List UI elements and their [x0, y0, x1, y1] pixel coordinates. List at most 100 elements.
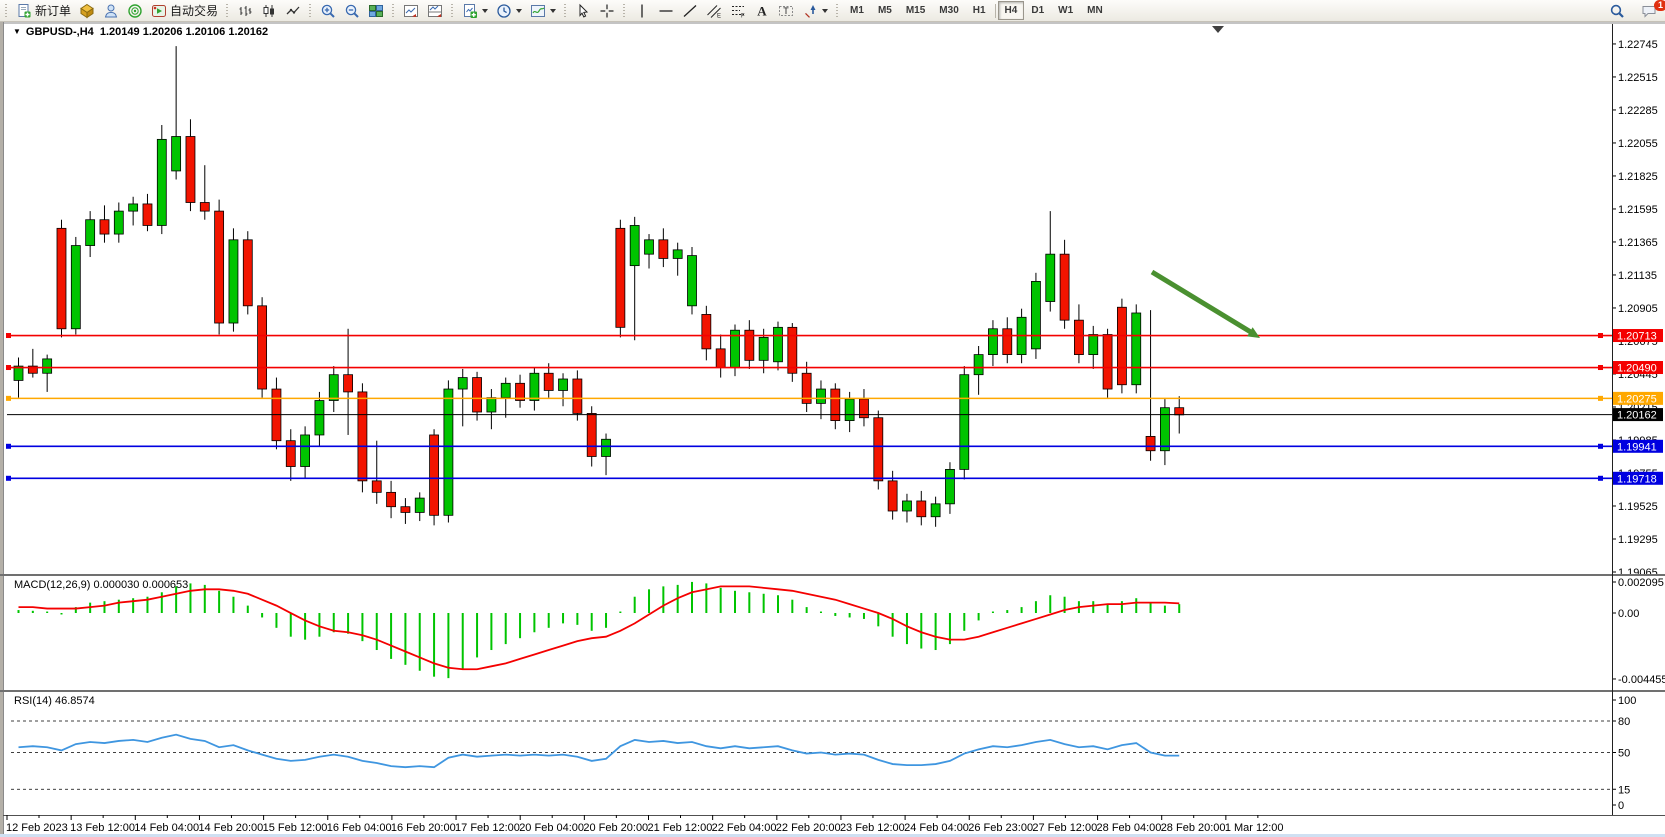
rsi-indicator-label: RSI(14) 46.8574 [14, 695, 95, 707]
chart-title: ▼ GBPUSD-,H4 1.20149 1.20206 1.20106 1.20… [13, 26, 268, 38]
text-button[interactable]: A [750, 0, 774, 22]
candle-chart-button[interactable] [257, 0, 281, 22]
down-candle [199, 202, 210, 212]
up-candle [414, 497, 425, 513]
toolbar-grip[interactable] [622, 3, 628, 18]
zoom-in-button[interactable] [316, 0, 340, 22]
timeframe-d1-button[interactable]: D1 [1031, 5, 1045, 16]
market-watch-button[interactable] [75, 0, 99, 22]
channel-button[interactable]: E [702, 0, 726, 22]
toolbar-grip[interactable] [225, 3, 231, 18]
indicator-window-button[interactable] [399, 0, 423, 22]
add-indicator-button[interactable] [458, 0, 492, 22]
dropdown-caret-icon[interactable] [482, 8, 489, 13]
toolbar-grip[interactable] [308, 3, 314, 18]
chart-shift-marker[interactable] [1212, 26, 1224, 33]
down-candle [887, 480, 898, 512]
zoom-out-icon [344, 3, 360, 19]
bars-icon [237, 3, 253, 19]
hline-left-handle[interactable] [6, 395, 11, 401]
toolbar-grip[interactable] [450, 3, 456, 18]
horizontal-line-button[interactable] [654, 0, 678, 22]
symbol-dropdown-icon[interactable]: ▼ [13, 27, 21, 36]
hline-1.19941[interactable] [6, 443, 1612, 449]
hline-left-handle[interactable] [6, 475, 11, 481]
toolbar-separator [994, 3, 996, 18]
toolbar-grip[interactable] [4, 3, 9, 18]
hline-1.20490[interactable] [6, 365, 1612, 371]
dropdown-caret-icon[interactable] [516, 8, 523, 13]
time-axis-label: 28 Feb 20:00 [1161, 822, 1226, 834]
hline-right-handle[interactable] [1598, 365, 1603, 371]
auto-trading-button[interactable]: 自动交易 [147, 0, 222, 22]
up-candle [758, 336, 769, 361]
svg-text:1.22515: 1.22515 [1618, 72, 1658, 84]
window-bottom-strip [0, 834, 1665, 837]
bar-chart-button[interactable] [233, 0, 257, 22]
hline-1.20713[interactable] [6, 333, 1612, 339]
svg-text:A: A [757, 3, 767, 18]
templates-button[interactable] [526, 0, 560, 22]
zoom-out-button[interactable] [340, 0, 364, 22]
up-candle [328, 374, 339, 401]
pane-divider[interactable] [0, 690, 1665, 692]
time-axis-label: 15 Feb 12:00 [263, 822, 328, 834]
crosshair-button[interactable] [595, 0, 619, 22]
text-label-button[interactable]: T [774, 0, 798, 22]
svg-text:-0.004455: -0.004455 [1618, 674, 1665, 686]
time-axis-label: 21 Feb 12:00 [648, 822, 713, 834]
toolbar-grip[interactable] [391, 3, 397, 18]
down-candle [701, 314, 712, 350]
timeframe-m1-button[interactable]: M1 [850, 5, 864, 16]
dropdown-caret-icon[interactable] [550, 8, 557, 13]
line-chart-button[interactable] [281, 0, 305, 22]
up-candle [1045, 253, 1056, 302]
notifications-button[interactable]: 1 [1637, 0, 1665, 22]
svg-text:1.21595: 1.21595 [1618, 204, 1658, 216]
v-line-icon [634, 3, 650, 19]
up-candle [687, 255, 697, 307]
timeframe-m15-button[interactable]: M15 [905, 5, 926, 16]
down-candle [1145, 435, 1156, 452]
timeframe-m30-button[interactable]: M30 [939, 5, 959, 16]
trendline-button[interactable] [678, 0, 702, 22]
trend-arrow-annotation[interactable] [1150, 269, 1260, 338]
channel-icon: E [706, 3, 722, 19]
hline-left-handle[interactable] [6, 443, 11, 449]
vertical-line-button[interactable] [630, 0, 654, 22]
search-button[interactable] [1605, 0, 1629, 22]
window-left-frame [0, 22, 3, 837]
timeframe-m5-button[interactable]: M5 [877, 5, 892, 16]
arrows-button[interactable] [798, 0, 832, 22]
contacts-button[interactable] [99, 0, 123, 22]
toolbar-grip[interactable] [563, 3, 569, 18]
down-candle [371, 480, 382, 493]
signals-button[interactable] [123, 0, 147, 22]
down-candle [873, 417, 884, 482]
hline-right-handle[interactable] [1598, 395, 1603, 401]
time-axis-label: 12 Feb 2023 [6, 822, 68, 834]
toolbar-grip[interactable] [835, 3, 841, 18]
timeframe-h1-button[interactable]: H1 [972, 5, 986, 16]
data-window-button[interactable] [423, 0, 447, 22]
hline-right-handle[interactable] [1598, 333, 1603, 339]
timeframe-h4-button[interactable]: H4 [997, 1, 1025, 20]
periods-button[interactable] [492, 0, 526, 22]
zoom-in-icon [320, 3, 336, 19]
hline-1.19718[interactable] [6, 475, 1612, 481]
fibonacci-button[interactable]: F [726, 0, 750, 22]
svg-text:1.19718: 1.19718 [1617, 473, 1657, 485]
hline-1.20275[interactable] [6, 395, 1612, 401]
cursor-button[interactable] [571, 0, 595, 22]
timeframe-mn-button[interactable]: MN [1087, 5, 1103, 16]
pane-divider[interactable] [0, 574, 1665, 576]
new-order-button[interactable]: 新订单 [12, 0, 75, 22]
tile-windows-button[interactable] [364, 0, 388, 22]
hline-right-handle[interactable] [1598, 443, 1603, 449]
timeframe-w1-button[interactable]: W1 [1058, 5, 1074, 16]
hline-left-handle[interactable] [6, 365, 11, 371]
hline-right-handle[interactable] [1598, 475, 1603, 481]
hline-left-handle[interactable] [6, 333, 11, 339]
dropdown-caret-icon[interactable] [822, 8, 829, 13]
time-axis[interactable]: 12 Feb 2023 13 Feb 12:00 14 Feb 04:00 14 Fe… [3, 815, 1665, 834]
